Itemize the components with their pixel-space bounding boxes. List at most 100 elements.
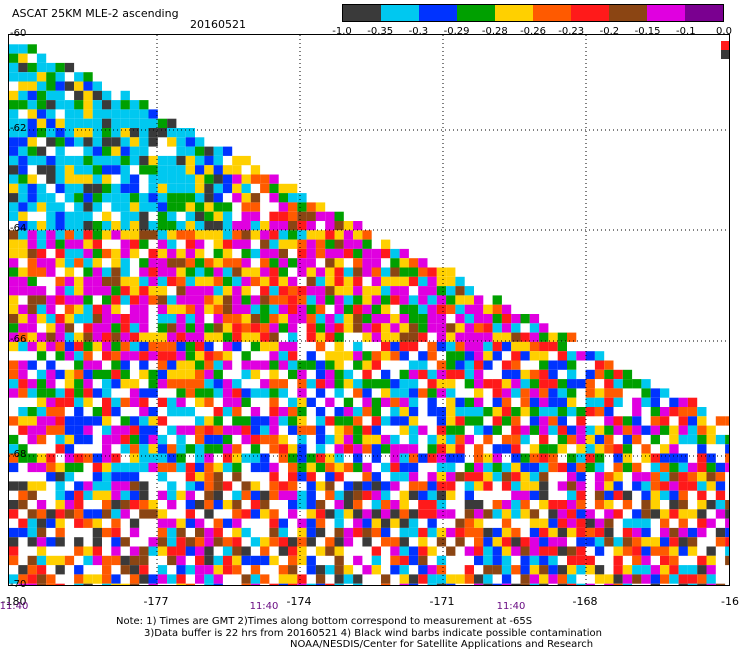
color-swatch-2 [381,5,419,21]
data-pixel [9,537,19,547]
data-pixel [195,500,205,510]
data-pixel [371,360,381,370]
data-pixel [353,388,363,398]
data-pixel [36,248,47,259]
data-pixel [204,574,214,584]
data-pixel [325,369,335,380]
data-pixel [260,574,270,584]
data-pixel [241,221,251,231]
data-pixel [622,453,633,463]
data-pixel [222,248,233,259]
data-pixel [222,323,233,333]
data-pixel [334,211,344,221]
data-pixel [92,332,102,342]
data-pixel [306,500,316,510]
data-pixel [139,155,149,166]
data-pixel [622,583,633,585]
data-pixel [176,527,186,538]
data-pixel [390,546,400,556]
data-pixel [464,397,474,407]
data-pixel [371,304,381,314]
data-pixel [157,230,168,240]
data-pixel [492,341,502,352]
data-pixel [102,434,112,445]
data-pixel [157,332,168,342]
data-pixel [315,341,326,352]
data-pixel [64,323,75,333]
data-pixel [353,267,363,277]
data-pixel [139,314,149,324]
data-pixel [204,416,214,426]
data-pixel [241,481,251,491]
data-pixel [315,230,326,240]
data-pixel [687,472,698,482]
data-pixel [697,500,707,510]
data-pixel [474,397,484,407]
data-pixel [185,221,195,231]
data-pixel [176,555,186,566]
data-pixel [297,546,307,556]
data-pixel [9,258,19,268]
data-pixel [446,481,456,491]
data-pixel [250,314,261,324]
data-pixel [129,146,140,156]
data-pixel [139,267,149,277]
data-pixel [660,425,670,435]
data-pixel [213,202,223,212]
data-pixel [474,323,484,333]
data-pixel [129,500,140,510]
data-pixel [362,360,372,370]
data-pixel [74,518,84,528]
data-pixel [213,230,223,240]
data-pixel [176,146,186,156]
data-pixel [195,332,205,342]
data-pixel [185,137,195,147]
data-pixel [315,416,326,426]
data-pixel [27,537,37,547]
data-pixel [474,527,484,538]
data-pixel [576,565,586,575]
data-pixel [27,304,37,314]
data-pixel [167,407,177,417]
data-pixel [408,416,419,426]
data-pixel [83,453,93,463]
data-pixel [334,565,344,575]
data-pixel [288,230,298,240]
data-pixel [111,267,121,277]
data-pixel [204,304,214,314]
data-pixel [353,286,363,296]
data-pixel [74,165,84,175]
data-pixel [195,258,205,268]
data-pixel [83,183,93,194]
data-pixel [195,574,205,584]
data-pixel [129,314,140,324]
data-pixel [269,518,279,528]
data-pixel [408,462,419,473]
data-pixel [492,527,502,538]
data-pixel [371,546,381,556]
data-pixel [427,546,437,556]
data-pixel [297,193,307,203]
data-pixel [157,211,168,221]
data-pixel [567,407,577,417]
data-pixel [362,388,372,398]
data-pixel [18,574,28,584]
data-pixel [594,518,605,528]
data-pixel [111,434,121,445]
data-pixel [548,462,558,473]
data-pixel [725,527,729,538]
data-pixel [418,574,428,584]
data-pixel [520,565,530,575]
map-plot-area[interactable] [8,34,730,586]
data-pixel [371,286,381,296]
data-pixel [167,211,177,221]
data-pixel [446,388,456,398]
data-pixel [74,379,84,389]
data-pixel [36,397,47,407]
data-pixel [483,565,493,575]
data-pixel [436,388,447,398]
data-pixel [511,388,521,398]
data-pixel [381,369,391,380]
data-pixel [83,118,93,128]
data-pixel [74,314,84,324]
